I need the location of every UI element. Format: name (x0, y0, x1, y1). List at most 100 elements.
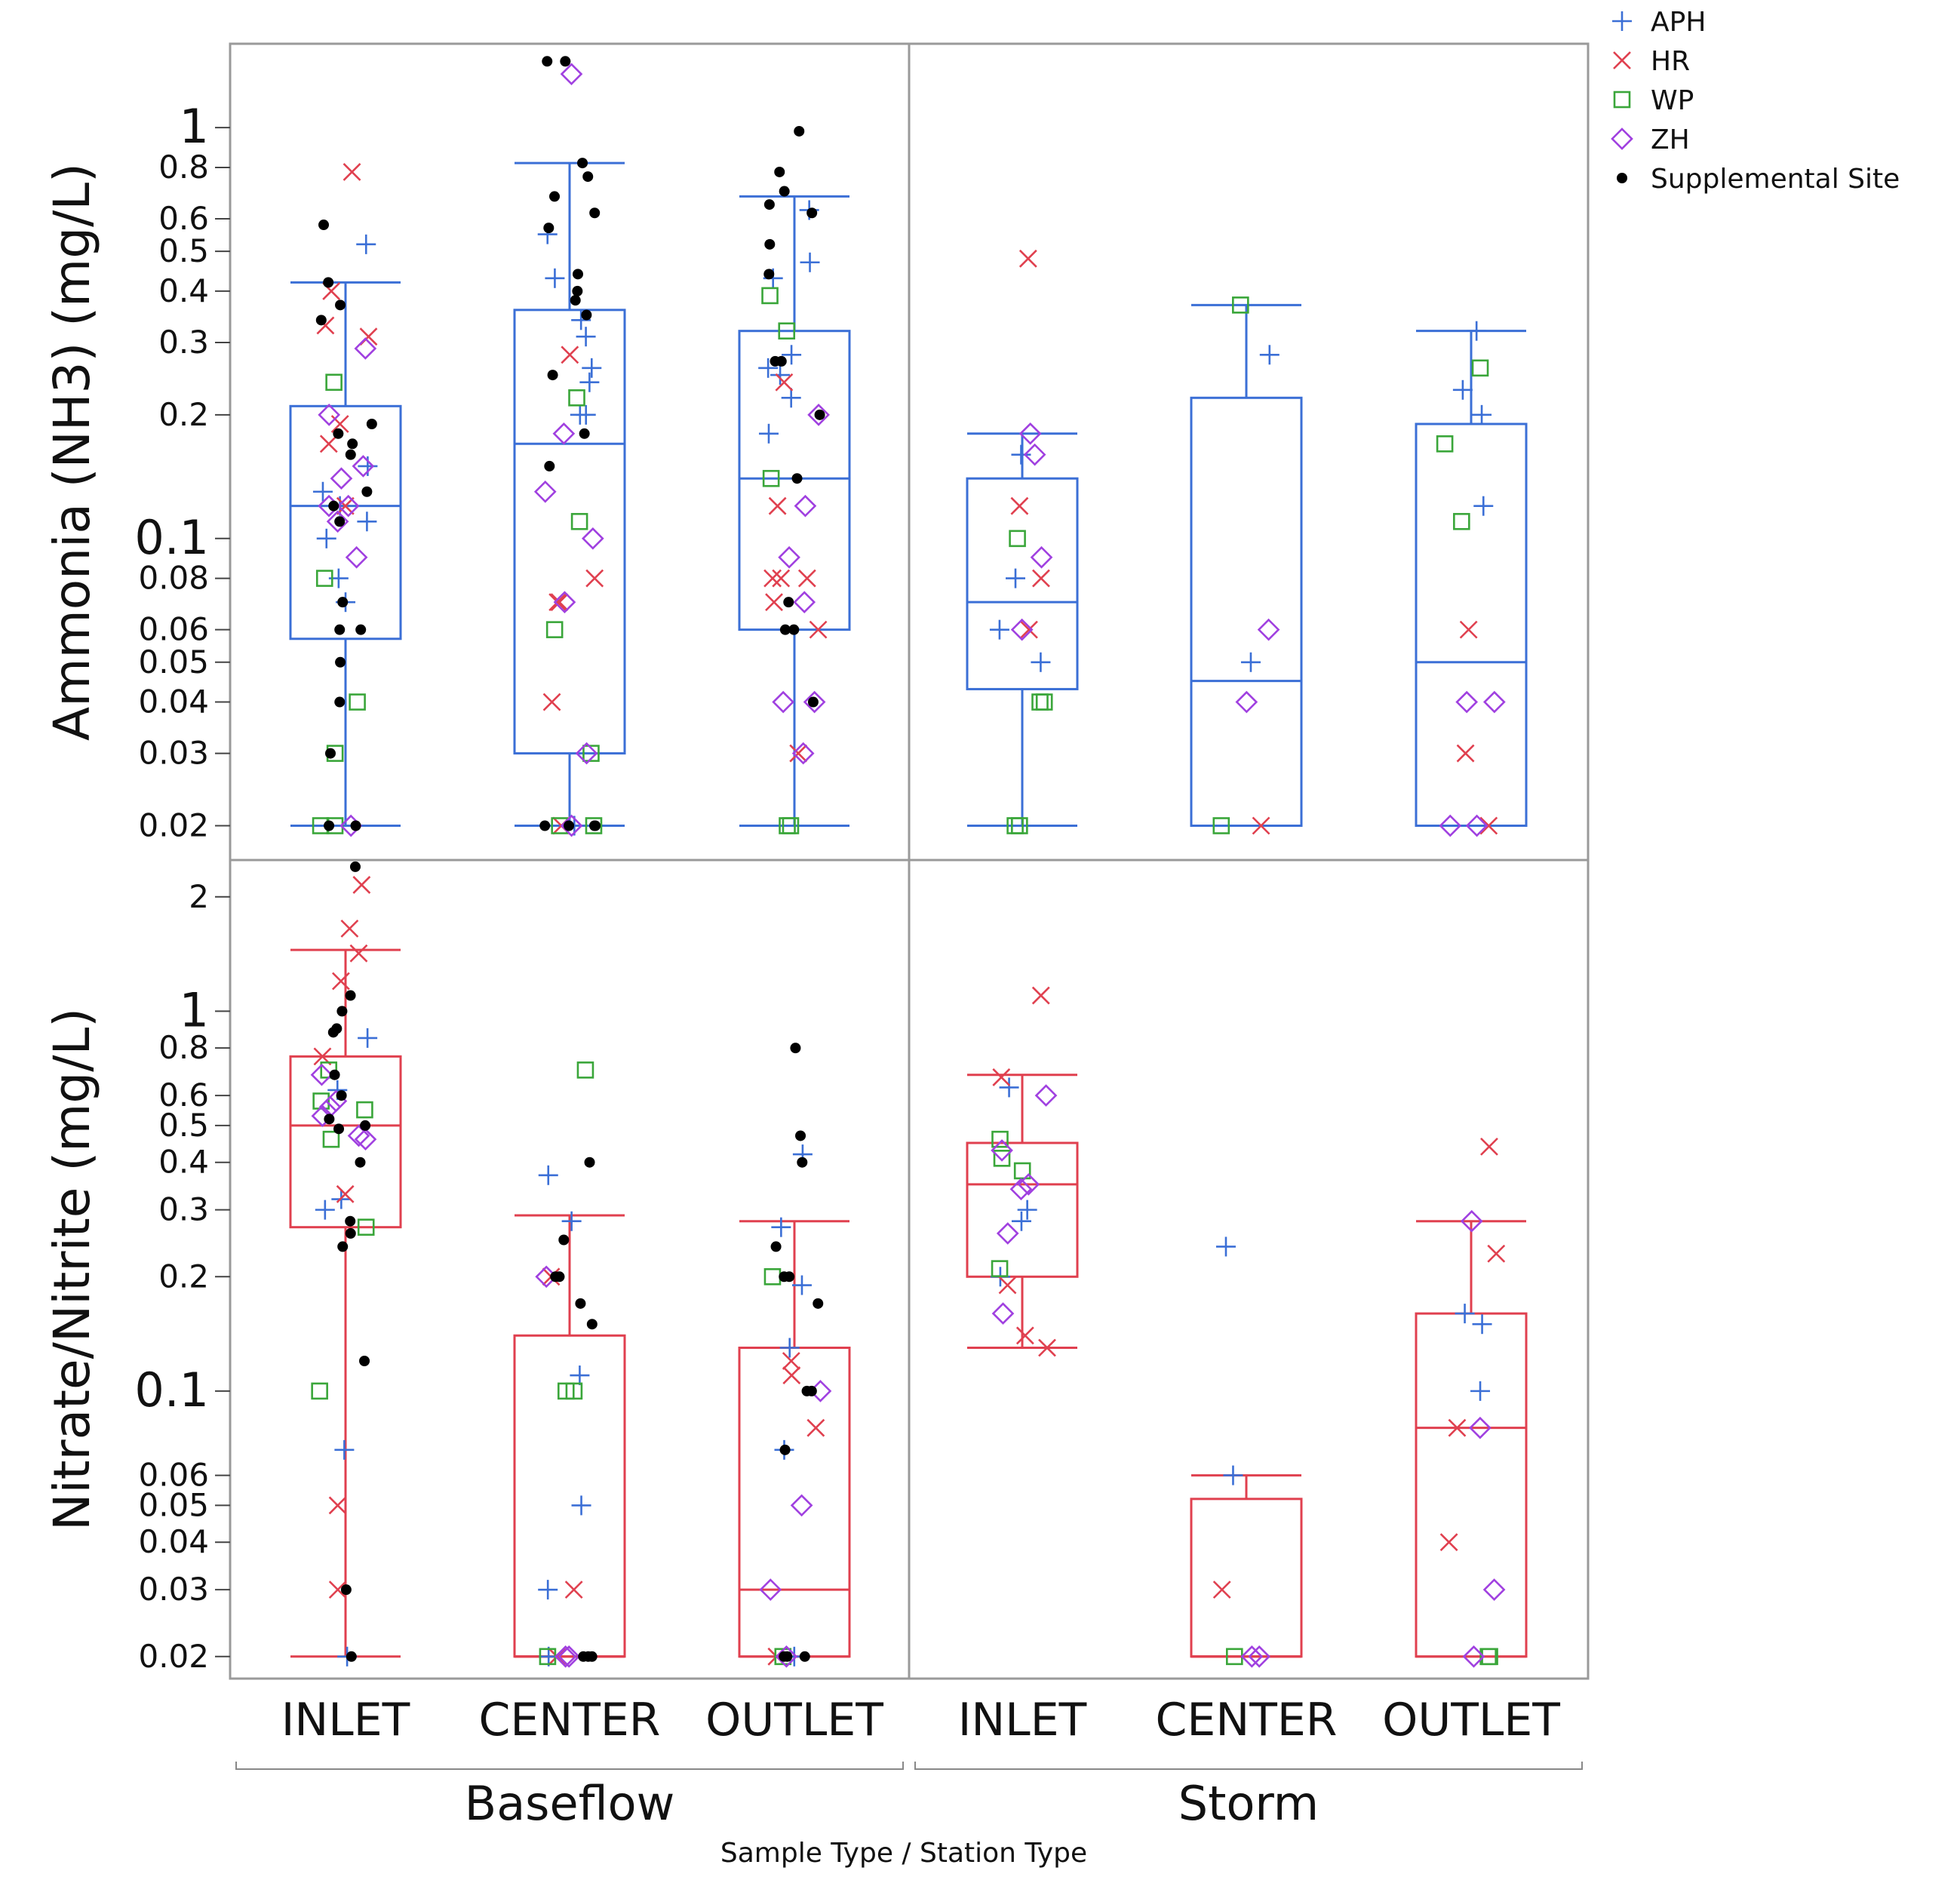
point-supplemental-site (337, 597, 349, 608)
box-ammonia-1-0 (966, 432, 1079, 827)
point-hr (797, 569, 816, 588)
point-hr (768, 496, 787, 515)
point-zh (803, 690, 826, 714)
point-supplemental-site (572, 285, 583, 296)
point-supplemental-site (366, 418, 377, 429)
y-tick-label: 0.5 (158, 1107, 209, 1144)
box-iqr (966, 1141, 1079, 1278)
y-tick-label: 0.05 (138, 1486, 209, 1523)
point-zh (794, 494, 817, 518)
point-hr (542, 693, 561, 711)
point-supplemental-site (572, 269, 583, 280)
point-zh (318, 404, 341, 426)
point-aph (316, 528, 336, 548)
y-tick-label: 0.05 (138, 644, 209, 680)
point-hr (1032, 569, 1050, 588)
point-aph (1011, 1211, 1031, 1231)
point-supplemental-site (334, 624, 346, 635)
y-tick-label: 2 (189, 878, 209, 915)
point-zh (1034, 1084, 1058, 1107)
point-supplemental-site (324, 1114, 335, 1125)
point-aph (1017, 1200, 1037, 1220)
point-supplemental-site (324, 820, 335, 831)
y-tick-label: 0.8 (158, 149, 209, 186)
box-iqr (513, 309, 626, 755)
point-hr (1439, 1533, 1458, 1552)
point-supplemental-site (763, 269, 775, 280)
point-supplemental-site (554, 1271, 565, 1283)
point-hr (328, 1581, 347, 1599)
point-zh (807, 404, 830, 426)
point-supplemental-site (814, 409, 825, 420)
point-supplemental-site (349, 861, 361, 872)
point-supplemental-site (355, 1157, 366, 1168)
point-hr (331, 972, 350, 991)
legend-label: ZH (1651, 124, 1690, 155)
point-supplemental-site (586, 1651, 598, 1662)
point-hr (992, 1068, 1011, 1086)
point-supplemental-site (764, 238, 776, 250)
point-wp (778, 322, 796, 339)
point-supplemental-site (770, 1241, 782, 1252)
point-aph (1259, 345, 1280, 365)
point-wp (325, 373, 343, 392)
point-hr (789, 744, 808, 763)
point-zh (996, 1222, 1019, 1245)
point-supplemental-site (801, 1385, 813, 1396)
point-aph (538, 1580, 558, 1600)
point-aph (779, 1338, 800, 1358)
point-supplemental-site (350, 820, 361, 831)
y-tick-label: 0.06 (138, 1457, 209, 1494)
point-wp (1453, 512, 1470, 530)
point-hr (782, 1366, 801, 1384)
point-supplemental-site (324, 748, 336, 759)
point-aph (1467, 321, 1487, 341)
point-wp (1436, 435, 1454, 453)
point-supplemental-site (542, 56, 553, 67)
point-hr (806, 1418, 825, 1437)
point-supplemental-site (779, 624, 791, 635)
point-hr (775, 373, 794, 392)
point-supplemental-site (560, 56, 571, 67)
point-aph (782, 345, 802, 365)
point-zh (352, 455, 375, 478)
point-aph (571, 1495, 591, 1516)
y-tick-label: 0.06 (138, 611, 209, 648)
point-hr (1018, 249, 1037, 268)
point-aph (576, 327, 596, 347)
point-zh (991, 1302, 1015, 1325)
point-supplemental-site (549, 191, 561, 202)
point-wp (565, 1382, 583, 1400)
group-label: Storm (1178, 1776, 1319, 1831)
point-zh (1010, 618, 1034, 641)
y-tick-label: 0.2 (158, 1258, 209, 1295)
point-supplemental-site (582, 171, 594, 183)
point-hr (782, 1352, 800, 1370)
point-hr (1459, 620, 1478, 639)
point-hr (1448, 1418, 1467, 1437)
y-tick-label: 0.6 (158, 200, 209, 237)
legend-label: Supplemental Site (1651, 164, 1900, 195)
point-supplemental-site (345, 1227, 356, 1239)
y-tick-label: 0.03 (138, 1571, 209, 1608)
point-wp (1013, 1162, 1031, 1180)
point-zh (791, 742, 815, 765)
point-supplemental-site (336, 1090, 347, 1101)
point-supplemental-site (315, 315, 327, 326)
point-aph (1240, 652, 1261, 672)
box-iqr (966, 477, 1079, 690)
box-ammonia-1-1 (1190, 303, 1303, 827)
point-supplemental-site (347, 438, 358, 450)
point-zh (1030, 545, 1053, 569)
point-hr (328, 1496, 347, 1515)
point-hr (1010, 496, 1029, 515)
x-category-label: CENTER (479, 1694, 661, 1746)
group-label: Baseflow (465, 1776, 675, 1831)
point-hr (1031, 986, 1050, 1005)
point-supplemental-site (776, 355, 787, 367)
point-supplemental-site (359, 1355, 370, 1366)
point-aph (989, 619, 1009, 640)
y-tick-label: 0.4 (158, 272, 209, 309)
point-supplemental-site (799, 1651, 810, 1662)
point-wp (1471, 359, 1489, 377)
